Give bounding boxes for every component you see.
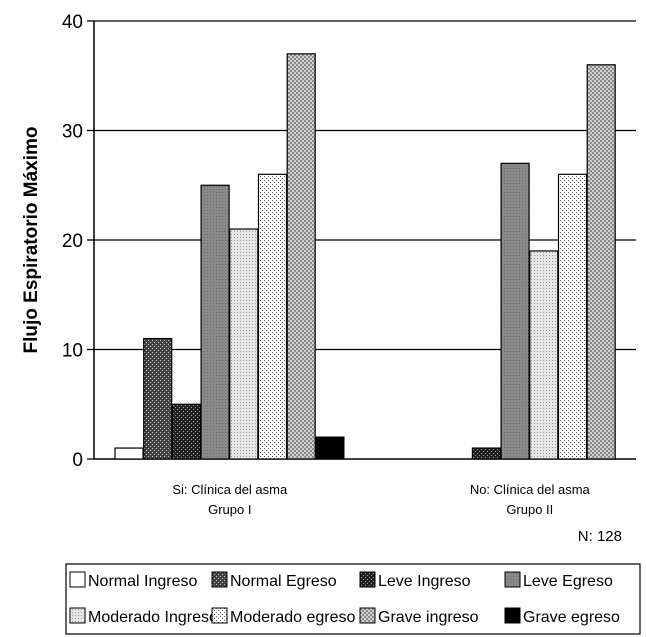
category-label: Si: Clínica del asma <box>172 482 288 497</box>
legend-swatch <box>359 607 376 624</box>
y-tick-labels: 0 10 20 30 40 <box>62 12 83 471</box>
legend-label: Leve Ingreso <box>378 573 471 590</box>
bar-grave-ingreso-2 <box>586 64 616 460</box>
y-tick-label: 0 <box>72 450 83 471</box>
category-label: No: Clínica del asma <box>470 482 591 497</box>
bar-grave-ingreso-1 <box>286 53 316 460</box>
bar-moderado-ingreso-1 <box>229 228 259 460</box>
y-tick-label: 20 <box>62 231 83 252</box>
bar-normal-ingreso-1 <box>114 447 144 460</box>
category-labels: Si: Clínica del asma Grupo I No: Clínica d… <box>172 482 590 517</box>
y-tick-label: 30 <box>62 122 83 143</box>
legend-swatch <box>504 607 521 624</box>
legend-swatch <box>211 571 228 588</box>
y-axis-label: Flujo Espiratorio Máximo <box>21 127 42 354</box>
sample-size-note: N: 128 <box>578 528 622 545</box>
bar-grave-egreso-1 <box>315 436 345 460</box>
legend-label: Moderado Ingreso <box>88 609 218 626</box>
legend-swatch <box>69 607 86 624</box>
bar-moderado-egreso-2 <box>557 173 588 460</box>
bar-leve-egreso-1 <box>200 184 230 460</box>
category-label: Grupo II <box>506 502 553 517</box>
legend-label: Normal Egreso <box>230 573 337 590</box>
legend-label: Grave ingreso <box>378 609 479 626</box>
bar-normal-egreso-1 <box>143 337 173 460</box>
legend-label: Grave egreso <box>523 609 620 626</box>
y-tick-label: 10 <box>62 341 83 362</box>
legend-label: Normal Ingreso <box>88 573 197 590</box>
legend-swatch <box>69 571 86 588</box>
y-tick-label: 40 <box>62 12 83 33</box>
bar-moderado-ingreso-2 <box>529 250 559 460</box>
legend-box <box>65 563 641 635</box>
legend-swatch <box>211 607 228 624</box>
bars <box>114 53 616 460</box>
bar-moderado-egreso-1 <box>257 173 288 460</box>
bar-leve-ingreso-2 <box>471 447 501 460</box>
bar-leve-egreso-2 <box>500 162 530 460</box>
legend-label: Moderado egreso <box>230 609 356 626</box>
legend: Normal Ingreso Normal Egreso Leve Ingreso L… <box>65 563 641 635</box>
bar-leve-ingreso-1 <box>171 403 201 460</box>
category-label: Grupo I <box>208 502 251 517</box>
legend-swatch <box>359 571 376 588</box>
legend-label: Leve Egreso <box>523 573 613 590</box>
legend-swatch <box>504 571 521 588</box>
